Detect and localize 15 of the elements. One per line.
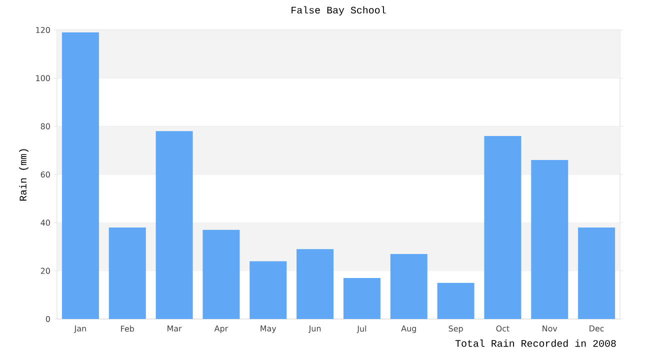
bar [343,278,380,319]
x-axis-title: Total Rain Recorded in 2008 [455,340,616,347]
y-axis-title: Rain (mm) [19,149,28,201]
bar [108,227,146,319]
bar [202,230,240,319]
bar [484,136,522,319]
bar [437,282,474,319]
bar [156,131,193,319]
chart-title: False Bay School [292,6,386,16]
bar [250,261,287,319]
bar [296,249,334,319]
bar [578,227,616,319]
bar [531,160,568,319]
bar [390,254,428,319]
bar [62,32,99,319]
